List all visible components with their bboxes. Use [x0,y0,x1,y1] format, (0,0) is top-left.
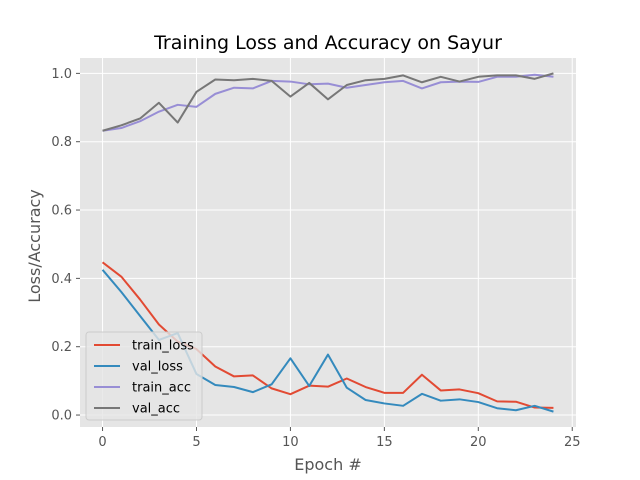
y-tick-label: 1.0 [51,67,72,82]
legend: train_loss val_loss train_acc val_acc [85,331,203,421]
y-tick-label: 0.6 [51,204,72,219]
x-ticks: 0 5 10 15 20 25 [98,427,581,450]
y-tick-label: 0.0 [51,409,72,424]
series-line-val-acc [102,72,554,132]
x-axis-label: Epoch # [294,455,361,474]
chart-title: Training Loss and Accuracy on Sayur [153,32,502,54]
x-tick-label: 25 [564,435,581,450]
x-tick-label: 0 [98,435,106,450]
x-tick-label: 15 [376,435,393,450]
legend-label-train-loss: train_loss [132,339,194,354]
y-tick-label: 0.2 [51,340,72,355]
y-axis-label: Loss/Accuracy [25,189,44,303]
x-tick-label: 5 [192,435,200,450]
x-tick-label: 20 [470,435,487,450]
legend-box [85,331,203,421]
y-tick-label: 0.4 [51,272,72,287]
legend-label-train-acc: train_acc [132,381,191,396]
y-ticks: 0.0 0.2 0.4 0.6 0.8 1.0 [51,67,80,424]
x-tick-label: 10 [282,435,299,450]
series-line-train-acc [102,73,554,132]
y-tick-label: 0.8 [51,135,72,150]
legend-label-val-acc: val_acc [132,402,180,417]
legend-label-val-loss: val_loss [132,360,183,375]
